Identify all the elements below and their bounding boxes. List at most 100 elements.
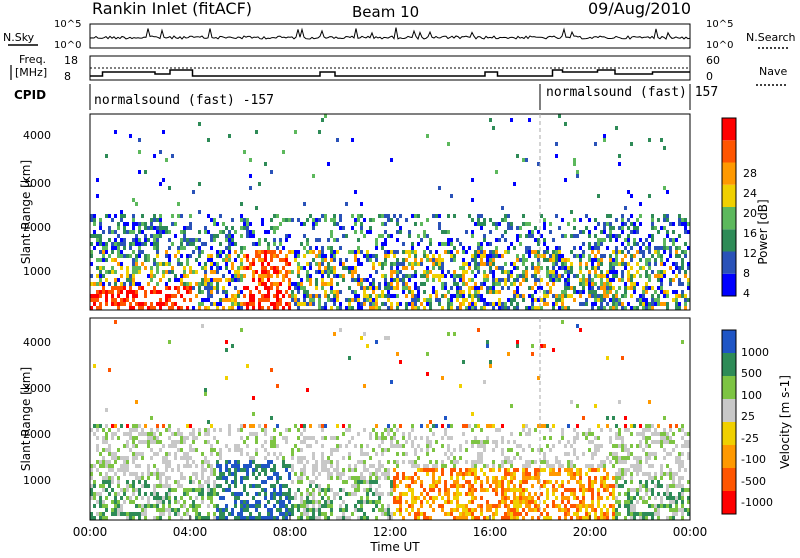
vel-cells-cell — [369, 456, 372, 460]
vel-cells-cell — [360, 496, 363, 500]
vel-cells-cell — [429, 488, 432, 492]
vel-cells-cell — [444, 428, 447, 432]
vel-cells-cell — [117, 468, 120, 472]
vel-cells-cell — [363, 452, 366, 456]
power-cells-cell — [462, 258, 465, 262]
power-cells-cell — [312, 226, 315, 230]
power-cells-cell — [570, 234, 573, 238]
vel-cells-cell — [99, 464, 102, 468]
power-cells-cell — [123, 222, 126, 226]
vel-cells-cell — [522, 448, 525, 452]
power-cells-cell — [126, 222, 129, 226]
power-cells-cell — [96, 266, 99, 270]
vel-cells-cell — [357, 508, 360, 512]
power-cells-cell — [561, 306, 564, 310]
vel-cells-cell — [501, 452, 504, 456]
vel-cells-cell — [126, 516, 129, 520]
power-cells-cell — [459, 274, 462, 278]
power-cells-cell — [501, 278, 504, 282]
vel-cells-cell — [99, 516, 102, 520]
vel-cells-cell — [681, 508, 684, 512]
vel-cells-cell — [567, 460, 570, 464]
vel-cells-cell — [354, 492, 357, 496]
power-cells-cell — [450, 254, 453, 258]
vel-cells-cell — [672, 500, 675, 504]
vel-cells-cell — [285, 484, 288, 488]
vel-cells-cell — [354, 508, 357, 512]
power-cells-cell — [384, 258, 387, 262]
vel-cells-cell — [480, 484, 483, 488]
power-cells-cell — [303, 286, 306, 290]
vel-cells-cell — [456, 476, 459, 480]
vel-cells-cell — [420, 436, 423, 440]
vel-cells-cell — [129, 432, 132, 436]
vel-cells-cell — [399, 508, 402, 512]
vel-cells-cell — [639, 496, 642, 500]
power-cells-cell — [579, 254, 582, 258]
vel-cells-cell — [111, 468, 114, 472]
vel-cells-cell — [165, 428, 168, 432]
power-cells-cell — [588, 282, 591, 286]
power-cells-cell — [306, 302, 309, 306]
power-cells-cell — [318, 302, 321, 306]
power-cells-cell — [114, 130, 117, 134]
power-cells-cell — [501, 302, 504, 306]
power-cells-cell — [513, 182, 516, 186]
power-cells-cell — [489, 218, 492, 222]
vel-cells-cell — [117, 504, 120, 508]
power-cells-cell — [318, 130, 321, 134]
power-cells-cell — [360, 262, 363, 266]
vel-cells-cell — [237, 460, 240, 464]
power-cells-cell — [411, 250, 414, 254]
power-cells-cell — [459, 278, 462, 282]
vel-cells-cell — [183, 488, 186, 492]
vel-cells-cell — [414, 448, 417, 452]
vel-cells-cell — [387, 476, 390, 480]
power-y-tick-1000: 1000 — [23, 265, 51, 278]
power-cells-cell — [558, 114, 561, 118]
vel-cells-cell — [255, 436, 258, 440]
power-cells-cell — [675, 294, 678, 298]
vel-cells-cell — [156, 436, 159, 440]
vel-cells-cell — [645, 444, 648, 448]
power-cells-cell — [159, 234, 162, 238]
power-cells-cell — [525, 266, 528, 270]
vel-cells-cell — [555, 456, 558, 460]
vel-cells-cell — [228, 468, 231, 472]
vel-cells-cell — [327, 488, 330, 492]
vel-cells-cell — [342, 432, 345, 436]
power-cells-cell — [240, 250, 243, 254]
power-cells-cell — [519, 258, 522, 262]
vel-cells-cell — [192, 508, 195, 512]
power-cells-cell — [453, 254, 456, 258]
power-cells-cell — [429, 238, 432, 242]
vel-cells-cell — [486, 436, 489, 440]
vel-cells-cell — [180, 516, 183, 520]
vel-cells-cell — [483, 516, 486, 520]
vel-cells-cell — [513, 476, 516, 480]
power-cells-cell — [138, 226, 141, 230]
power-cells-cell — [300, 242, 303, 246]
power-cells-cell — [522, 158, 525, 162]
power-cells-cell — [567, 282, 570, 286]
power-cells-cell — [534, 226, 537, 230]
velocity-panel: 4000 3000 2000 1000 Slant Range [km] 100… — [19, 317, 792, 521]
vel-cells-cell — [222, 516, 225, 520]
power-cells-cell — [339, 306, 342, 310]
power-cells-cell — [621, 278, 624, 282]
vel-cells-cell — [597, 504, 600, 508]
power-cells-cell — [504, 282, 507, 286]
power-cells-cell — [105, 250, 108, 254]
vel-cells-cell — [288, 492, 291, 496]
vel-cells-cell — [618, 428, 621, 432]
vel-cells-cell — [288, 464, 291, 468]
vel-cells-cell — [462, 504, 465, 508]
power-cells-cell — [498, 222, 501, 226]
power-cells-cell — [375, 242, 378, 246]
power-cells-cell — [129, 242, 132, 246]
power-cells-cell — [546, 258, 549, 262]
vel-cells-cell — [144, 484, 147, 488]
power-cells-cell — [549, 270, 552, 274]
vel-cells-cell — [573, 492, 576, 496]
vel-cells-cell — [324, 468, 327, 472]
